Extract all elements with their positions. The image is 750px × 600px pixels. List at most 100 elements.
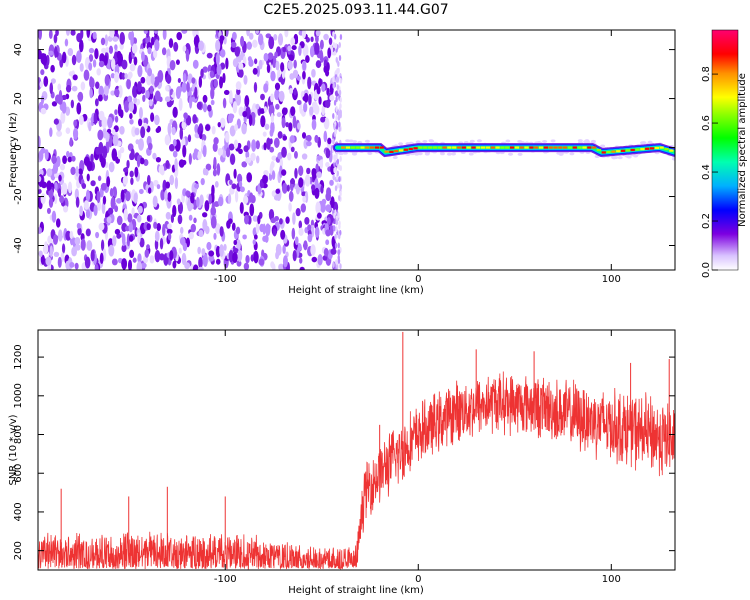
noise-blob — [302, 195, 307, 203]
noise-blob — [59, 163, 65, 171]
noise-blob — [219, 117, 226, 128]
noise-blob — [214, 180, 219, 188]
noise-blob — [210, 215, 217, 229]
noise-blob — [137, 205, 143, 214]
noise-blob — [275, 103, 280, 110]
noise-blob — [337, 242, 340, 249]
noise-blob — [198, 256, 203, 269]
noise-blob — [264, 234, 269, 243]
noise-blob — [92, 59, 97, 68]
noise-blob — [329, 179, 334, 186]
noise-blob — [80, 238, 86, 251]
noise-blob — [282, 135, 288, 141]
noise-blob — [97, 129, 104, 141]
noise-blob — [298, 45, 302, 57]
colorbar-tick-label: 0.0 — [701, 262, 712, 278]
noise-blob — [244, 214, 249, 225]
noise-blob — [72, 74, 78, 81]
noise-blob — [53, 251, 60, 257]
noise-blob — [129, 113, 133, 120]
noise-blob — [336, 182, 339, 189]
noise-blob — [276, 112, 282, 118]
y-tick-label: -40 — [13, 237, 24, 253]
noise-blob — [239, 186, 245, 193]
noise-blob — [201, 134, 207, 142]
signal-halo — [398, 142, 404, 146]
noise-blob — [245, 150, 250, 159]
noise-blob — [281, 117, 286, 129]
noise-blob — [337, 114, 341, 121]
noise-blob — [215, 245, 221, 258]
noise-blob — [73, 119, 78, 127]
noise-blob — [40, 95, 45, 105]
noise-blob — [238, 62, 244, 70]
noise-blob — [149, 255, 155, 264]
noise-blob — [281, 169, 287, 176]
noise-blob — [311, 118, 317, 131]
noise-blob — [124, 72, 128, 79]
noise-blob — [130, 148, 135, 161]
noise-blob — [336, 170, 339, 177]
noise-blob — [158, 164, 165, 175]
noise-blob — [78, 39, 84, 53]
noise-blob — [150, 73, 155, 86]
noise-blob — [38, 188, 42, 195]
noise-blob — [262, 131, 267, 137]
noise-blob — [307, 233, 313, 243]
noise-blob — [135, 139, 140, 145]
noise-blob — [193, 34, 200, 48]
noise-blob — [141, 51, 145, 62]
y-tick-label: 20 — [13, 92, 24, 105]
noise-blob — [92, 31, 97, 40]
noise-blob — [287, 60, 293, 70]
noise-blob — [273, 34, 278, 41]
noise-blob — [192, 30, 197, 37]
noise-blob — [332, 174, 335, 181]
noise-blob — [202, 219, 208, 232]
noise-blob — [172, 106, 178, 118]
noise-blob — [77, 227, 82, 236]
noise-blob — [290, 37, 296, 46]
noise-blob — [116, 215, 123, 226]
noise-blob — [51, 155, 57, 164]
noise-blob — [139, 157, 145, 165]
noise-blob — [305, 135, 312, 141]
noise-blob — [319, 201, 326, 213]
noise-blob — [147, 142, 153, 151]
noise-blob — [38, 136, 41, 149]
noise-blob — [237, 142, 242, 149]
noise-blob — [338, 89, 342, 96]
noise-blob — [126, 159, 130, 169]
noise-blob — [200, 177, 205, 186]
noise-blob — [332, 31, 335, 38]
noise-blob — [140, 262, 147, 269]
signal-halo — [446, 152, 452, 156]
noise-blob — [339, 109, 342, 116]
noise-blob — [303, 92, 309, 103]
signal-halo — [342, 151, 348, 155]
noise-blob — [190, 223, 196, 233]
noise-blob — [200, 68, 204, 79]
noise-blob — [248, 114, 253, 127]
noise-blob — [232, 101, 238, 114]
noise-blob — [337, 212, 340, 219]
noise-blob — [169, 59, 176, 71]
noise-blob — [54, 181, 58, 191]
noise-blob — [79, 205, 84, 217]
noise-blob — [50, 64, 55, 73]
noise-blob — [202, 102, 208, 113]
noise-blob — [128, 51, 133, 64]
noise-blob — [255, 222, 260, 234]
noise-blob — [310, 225, 315, 238]
noise-blob — [70, 99, 75, 109]
noise-blob — [337, 254, 340, 261]
noise-blob — [197, 246, 201, 255]
noise-blob — [288, 190, 294, 202]
noise-blob — [204, 169, 209, 176]
noise-blob — [54, 46, 58, 59]
noise-blob — [310, 219, 315, 227]
noise-blob — [245, 156, 252, 164]
noise-blob — [316, 171, 322, 178]
noise-blob — [282, 46, 287, 53]
noise-blob — [213, 78, 219, 88]
